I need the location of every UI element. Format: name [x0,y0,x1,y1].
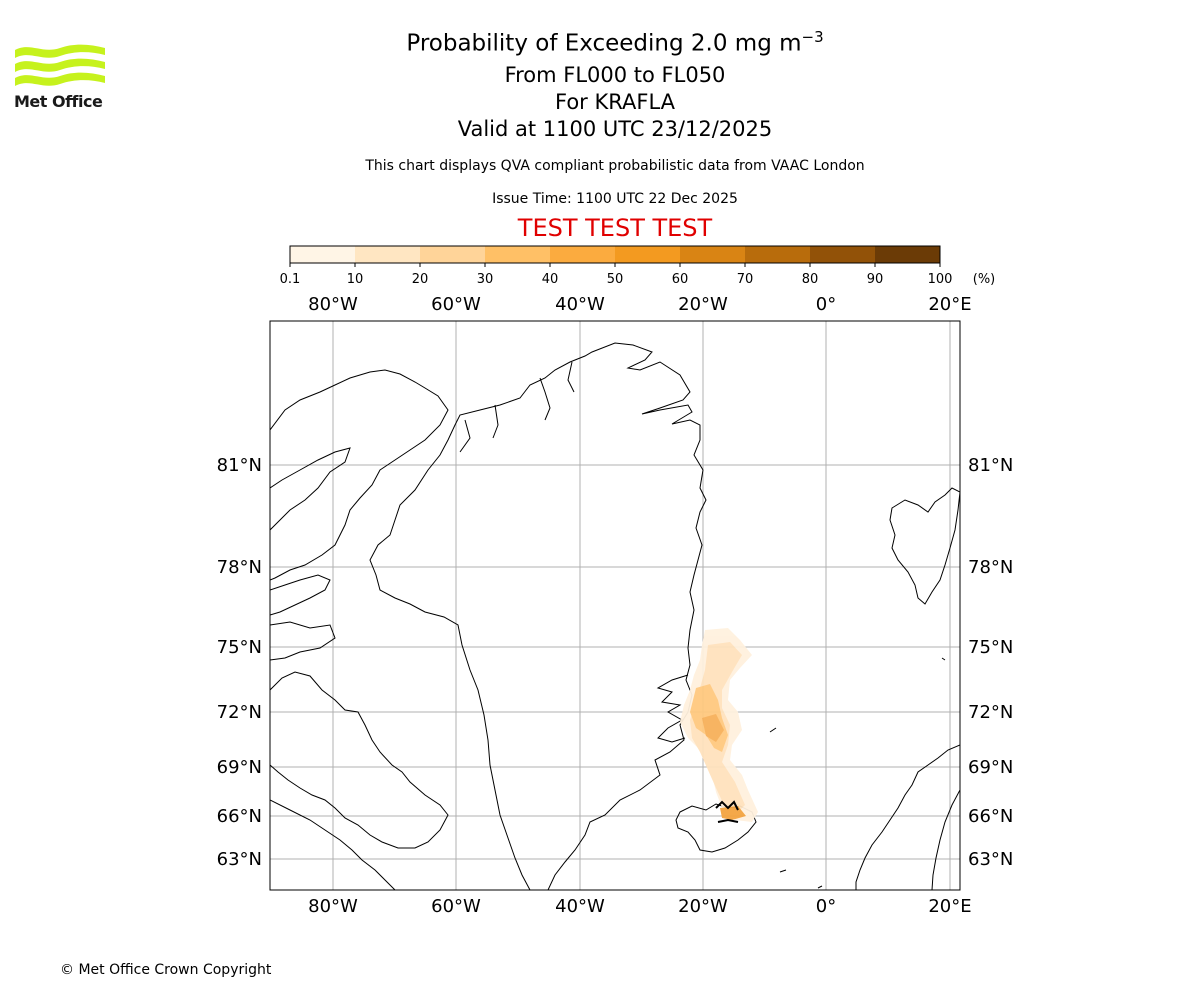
latitude-label: 81°N [968,455,1013,476]
flight-level-range: From FL000 to FL050 [504,63,726,87]
latitude-label: 63°N [968,849,1013,870]
colorbar-tick-label: 60 [672,272,689,287]
longitude-label: 40°W [555,294,605,315]
colorbar-segment [615,246,681,263]
colorbar-segment [420,246,486,263]
colorbar-segment [810,246,876,263]
issue-time: Issue Time: 1100 UTC 22 Dec 2025 [492,191,738,207]
longitude-label: 60°W [431,896,481,917]
chart-title: Probability of Exceeding 2.0 mg m−3 [406,28,824,57]
colorbar-segment [355,246,421,263]
ash-probability-plume [680,628,758,822]
latitude-label: 78°N [217,557,262,578]
latitude-label: 78°N [968,557,1013,578]
colorbar-tick-label: 50 [607,272,624,287]
latitude-label: 72°N [968,702,1013,723]
map-frame [269,320,961,891]
copyright: © Met Office Crown Copyright [60,962,272,978]
latitude-label: 66°N [217,806,262,827]
latitude-label: 69°N [217,757,262,778]
colorbar-tick-label: 20 [412,272,429,287]
svalbard-coastline [889,487,960,605]
latitude-label: 81°N [217,455,262,476]
scandinavia-coastline [855,744,960,890]
colorbar-tick-label: 30 [477,272,494,287]
longitude-label: 0° [816,896,836,917]
ellesmere-island-coastline [270,369,449,581]
test-banner: TEST TEST TEST [517,214,713,242]
longitude-label: 80°W [308,896,358,917]
colorbar-tick-label: 90 [867,272,884,287]
greenland-coastline [369,342,707,890]
colorbar-tick-label: 80 [802,272,819,287]
longitude-label: 0° [816,294,836,315]
latitude-label: 66°N [968,806,1013,827]
colorbar-tick-label: 40 [542,272,559,287]
longitude-label: 60°W [431,294,481,315]
longitude-label: 20°E [928,896,971,917]
met-office-logo-text: Met Office [14,92,103,111]
colorbar-unit: (%) [973,272,996,287]
longitude-label: 40°W [555,896,605,917]
title-exponent: −3 [801,28,824,46]
colorbar-segment [290,246,356,263]
colorbar-segment [680,246,746,263]
latitude-label: 75°N [968,637,1013,658]
latitude-label: 69°N [968,757,1013,778]
map-area [270,321,960,890]
volcano-name: For KRAFLA [555,90,675,114]
colorbar-segment [875,246,941,263]
longitude-label: 20°E [928,294,971,315]
colorbar-segment [745,246,811,263]
longitude-label: 20°W [678,294,728,315]
colorbar-tick-label: 70 [737,272,754,287]
valid-time: Valid at 1100 UTC 23/12/2025 [457,117,773,141]
longitude-label: 20°W [678,896,728,917]
colorbar-segment [485,246,551,263]
iceland-coastline [675,803,757,853]
met-office-logo-icon [15,44,105,86]
graticule [270,321,960,890]
latitude-label: 75°N [217,637,262,658]
colorbar-tick-label: 100 [928,272,953,287]
colorbar-segment [550,246,616,263]
colorbar-tick-label: 10 [347,272,364,287]
baffin-island-coastline [270,671,449,849]
chart-description: This chart displays QVA compliant probab… [365,158,865,174]
longitude-label: 80°W [308,294,358,315]
axis-labels: 80°W 80°W 60°W 60°W 40°W 40°W 20°W 20°W 0° 0° 20°E… [217,294,1014,917]
colorbar-tick-label: 0.1 [280,272,301,287]
latitude-label: 72°N [217,702,262,723]
colorbar: 0.1 10 20 30 40 50 60 70 80 90 100 (%) [280,245,996,287]
latitude-label: 63°N [217,849,262,870]
volcano-marker-icon [715,800,739,823]
